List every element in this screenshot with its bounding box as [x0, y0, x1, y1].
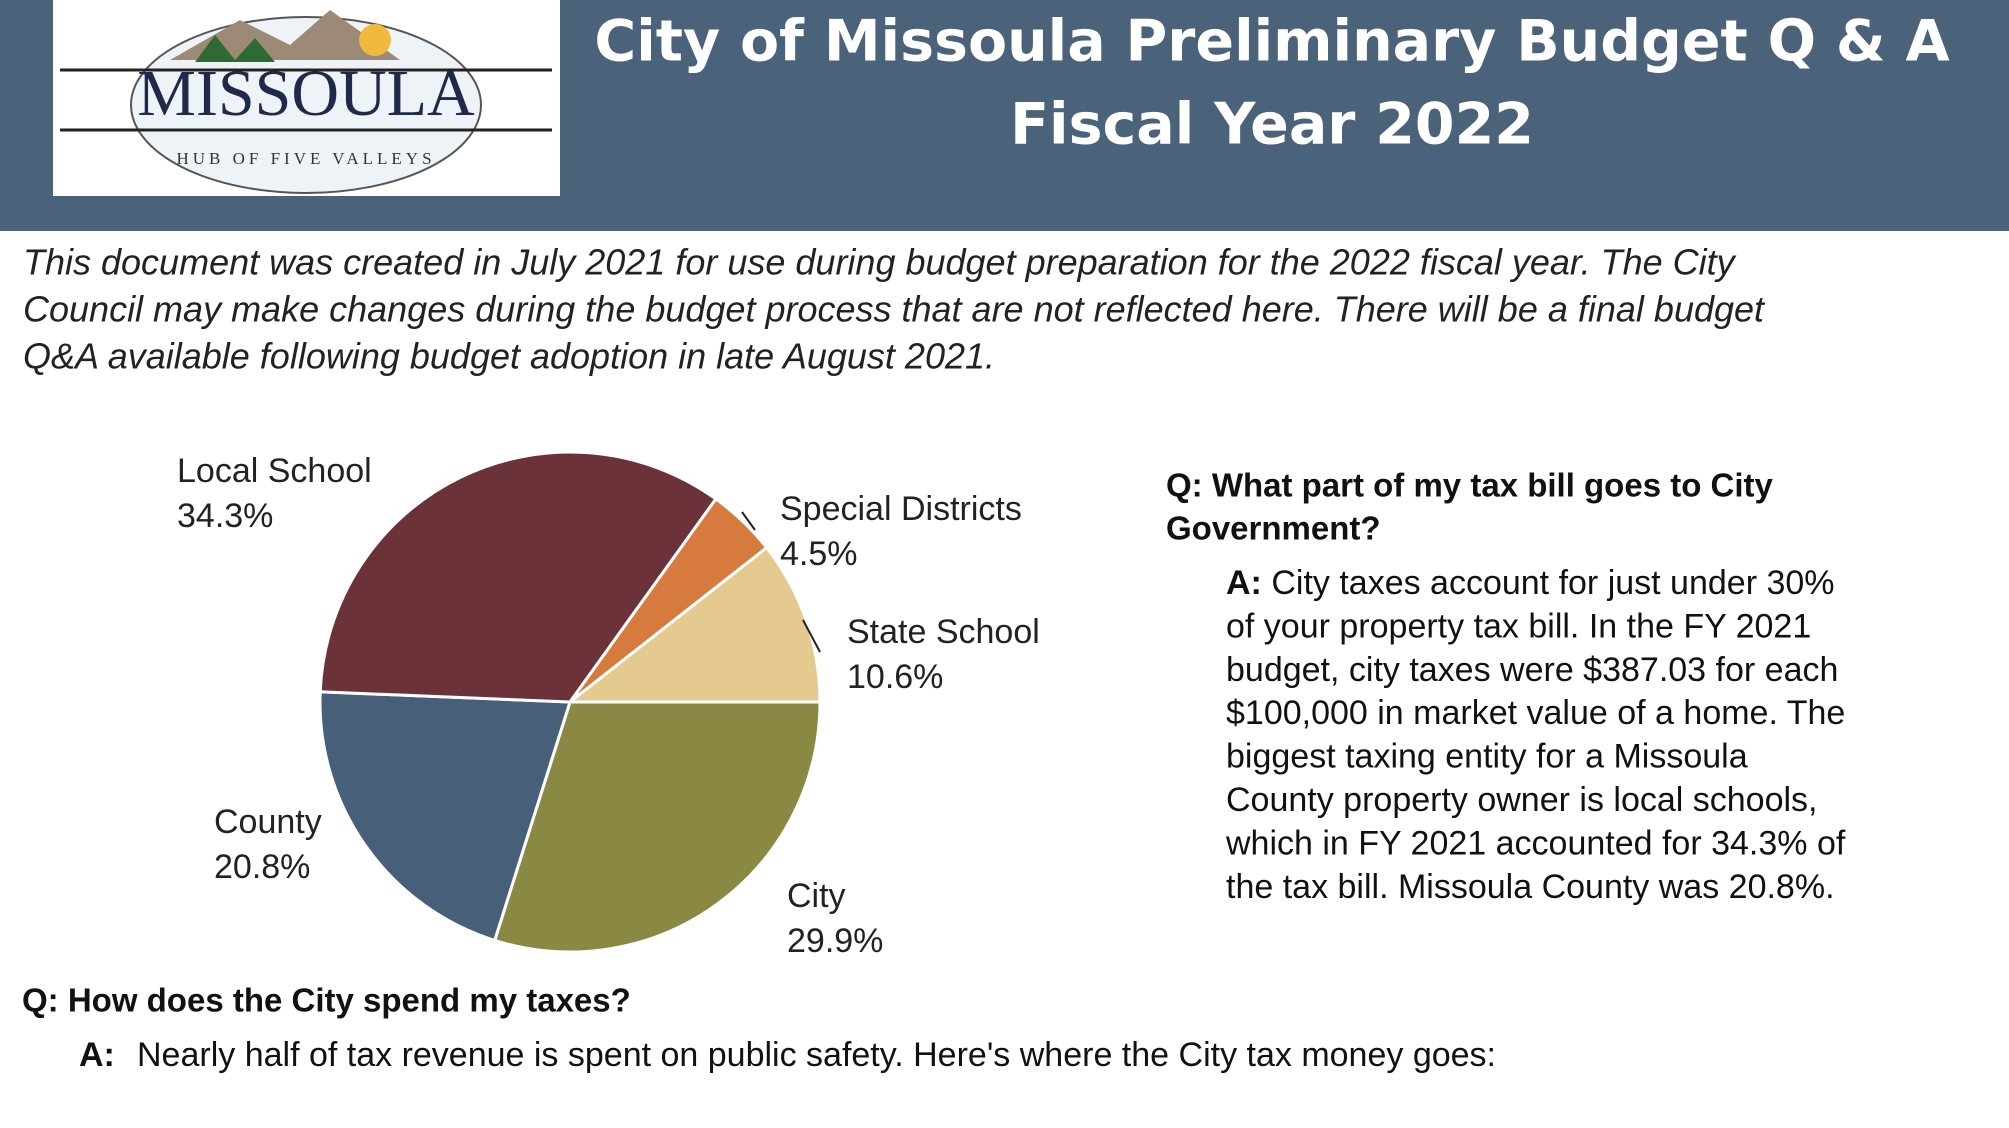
- leader-line: [802, 619, 821, 653]
- logo-motto: HUB OF FIVE VALLEYS: [176, 149, 435, 168]
- answer-line: the tax bill. Missoula County was 20.8%.: [1226, 868, 1835, 906]
- question: Q: How does the City spend my taxes?: [22, 982, 631, 1019]
- answer-line: A: City taxes account for just under 30%: [1226, 564, 1835, 602]
- answer: A: City taxes account for just under 30%…: [1225, 564, 1846, 906]
- question: Q: What part of my tax bill goes to City: [1166, 467, 1774, 504]
- logo: MISSOULA HUB OF FIVE VALLEYS: [53, 0, 560, 196]
- leader-line: [741, 511, 756, 531]
- answer-prefix: A:: [1226, 564, 1262, 602]
- answer-line: which in FY 2021 accounted for 34.3% of: [1225, 824, 1846, 862]
- slice-label: Local School: [177, 452, 372, 490]
- title: Fiscal Year 2022: [1010, 92, 1534, 158]
- question: Government?: [1166, 510, 1381, 547]
- slice-value-label: 10.6%: [847, 658, 943, 696]
- intro-line: Q&A available following budget adoption …: [23, 336, 995, 377]
- answer-text: County property owner is local schools,: [1226, 781, 1818, 819]
- logo-name: MISSOULA: [137, 57, 475, 130]
- answer-line: County property owner is local schools,: [1226, 781, 1818, 819]
- slice-label: State School: [847, 613, 1040, 651]
- answer-line: budget, city taxes were $387.03 for each: [1226, 651, 1838, 689]
- title: City of Missoula Preliminary Budget Q & …: [594, 9, 1949, 75]
- slice-label: Special Districts: [780, 490, 1022, 528]
- slice-value-label: 29.9%: [787, 922, 883, 960]
- pie-chart: City 29.9% County 20.8% Local School 34.3% Spe…: [177, 450, 1040, 960]
- answer: A: Nearly half of tax revenue is spent on…: [79, 1036, 1496, 1074]
- answer-text: of your property tax bill. In the FY 202…: [1226, 607, 1811, 645]
- slice-value-label: 20.8%: [214, 848, 310, 886]
- pie-slice: [492, 700, 822, 954]
- answer-text: $100,000 in market value of a home. The: [1226, 694, 1845, 732]
- answer-line: biggest taxing entity for a Missoula: [1226, 738, 1748, 776]
- slice-label: County: [214, 803, 322, 841]
- answer-line: $100,000 in market value of a home. The: [1226, 694, 1845, 732]
- answer-text: biggest taxing entity for a Missoula: [1226, 738, 1748, 776]
- slice-value-label: 34.3%: [177, 497, 273, 535]
- answer-line: of your property tax bill. In the FY 202…: [1226, 607, 1811, 645]
- answer-text: Nearly half of tax revenue is spent on p…: [137, 1036, 1496, 1074]
- answer-text: the tax bill. Missoula County was 20.8%.: [1226, 868, 1835, 906]
- answer-text: budget, city taxes were $387.03 for each: [1226, 651, 1838, 689]
- pie-slice: [565, 545, 822, 704]
- intro-line: Council may make changes during the budg…: [23, 289, 1766, 330]
- answer-text: City taxes account for just under 30%: [1262, 564, 1835, 602]
- slice-label: City: [787, 877, 846, 915]
- answer-text: which in FY 2021 accounted for 34.3% of: [1225, 824, 1846, 862]
- slice-value-label: 4.5%: [780, 535, 858, 573]
- pie-slice: [318, 450, 718, 704]
- answer-prefix: A:: [79, 1036, 115, 1074]
- intro-line: This document was created in July 2021 f…: [23, 242, 1737, 283]
- pie-slice: [318, 690, 573, 943]
